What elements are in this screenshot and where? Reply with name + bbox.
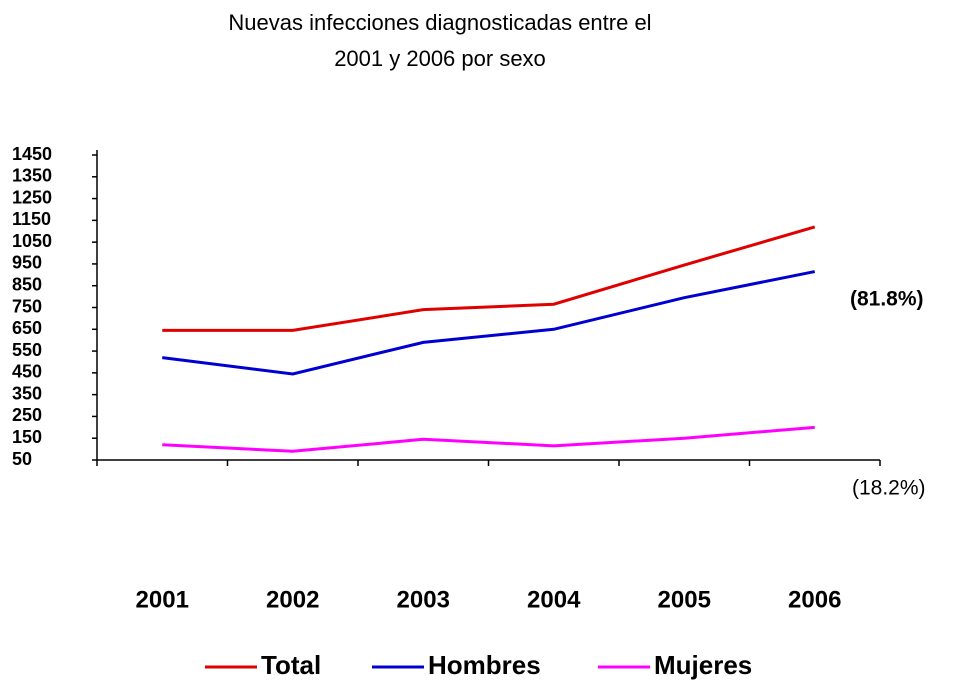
chart-title: Nuevas infecciones diagnosticadas entre … xyxy=(228,10,651,35)
series-line xyxy=(162,270,816,376)
x-tick-label: 2004 xyxy=(527,586,581,613)
y-tick-label: 1050 xyxy=(12,231,52,251)
legend-label: Total xyxy=(261,650,321,680)
y-tick-label: 1450 xyxy=(12,144,52,164)
legend-label: Mujeres xyxy=(654,650,752,680)
y-tick-label: 450 xyxy=(12,362,42,382)
series-line xyxy=(162,225,816,332)
y-tick-label: 1250 xyxy=(12,187,52,207)
x-tick-label: 2002 xyxy=(266,586,319,613)
y-tick-label: 950 xyxy=(12,253,42,273)
y-tick-label: 1350 xyxy=(12,166,52,186)
y-tick-label: 150 xyxy=(12,427,42,447)
y-tick-label: 1150 xyxy=(12,209,51,229)
y-tick-label: 250 xyxy=(12,405,42,425)
x-tick-label: 2001 xyxy=(136,586,189,613)
y-tick-label: 550 xyxy=(12,340,42,360)
y-tick-label: 850 xyxy=(12,274,42,294)
y-tick-label: 50 xyxy=(12,449,32,469)
chart-title: 2001 y 2006 por sexo xyxy=(334,46,546,71)
y-tick-label: 350 xyxy=(12,383,42,403)
legend-label: Hombres xyxy=(428,650,541,680)
series-line xyxy=(162,425,815,453)
annotation: (81.8%) xyxy=(850,288,924,311)
y-tick-label: 750 xyxy=(12,296,42,316)
annotation: (18.2%) xyxy=(852,477,926,500)
x-tick-label: 2003 xyxy=(397,586,450,613)
y-tick-label: 650 xyxy=(12,318,42,338)
x-tick-label: 2005 xyxy=(658,586,711,613)
x-tick-label: 2006 xyxy=(788,586,841,613)
